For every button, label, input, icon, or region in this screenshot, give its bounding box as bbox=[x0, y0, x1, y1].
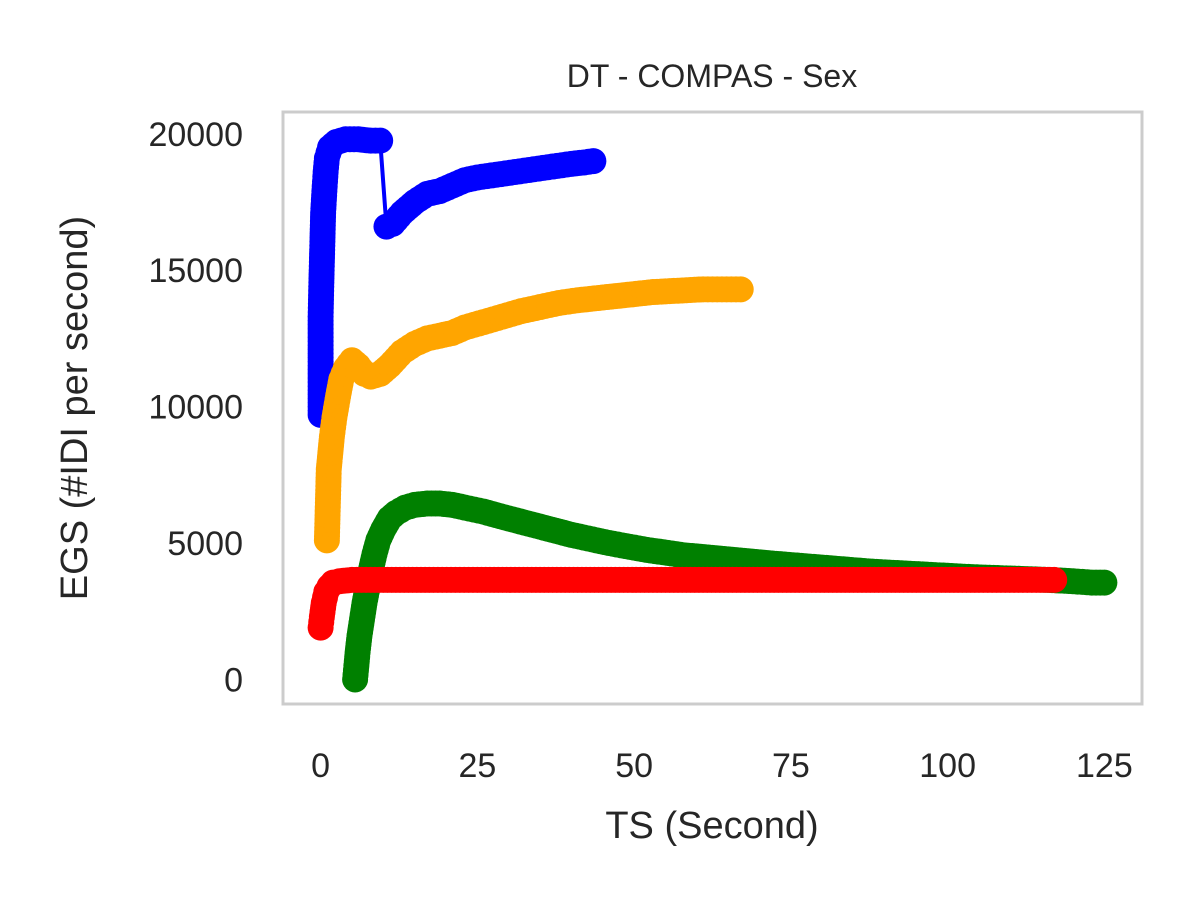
data-point bbox=[727, 276, 754, 303]
series-1 bbox=[313, 276, 754, 554]
y-tick-label: 15000 bbox=[148, 252, 243, 290]
y-tick-label: 10000 bbox=[148, 389, 243, 427]
x-tick-labels: 0 25 50 75 100 125 bbox=[311, 747, 1133, 785]
x-tick-label: 0 bbox=[311, 747, 330, 785]
data-point bbox=[367, 127, 394, 154]
x-tick-label: 50 bbox=[615, 747, 653, 785]
data-point bbox=[580, 148, 607, 175]
x-tick-label: 100 bbox=[919, 747, 976, 785]
x-tick-label: 125 bbox=[1076, 747, 1133, 785]
x-tick-label: 75 bbox=[772, 747, 810, 785]
y-tick-label: 0 bbox=[224, 661, 243, 699]
series-0 bbox=[307, 126, 607, 428]
plot-area-frame bbox=[281, 110, 1144, 706]
x-axis-label: TS (Second) bbox=[605, 805, 818, 847]
y-tick-label: 5000 bbox=[167, 525, 243, 563]
data-point bbox=[1091, 569, 1118, 596]
data-point bbox=[1041, 566, 1068, 593]
y-tick-labels: 0 5000 10000 15000 20000 bbox=[148, 116, 243, 700]
y-tick-label: 20000 bbox=[148, 116, 243, 154]
x-tick-label: 25 bbox=[458, 747, 496, 785]
chart-title: DT - COMPAS - Sex bbox=[567, 58, 857, 94]
series-3 bbox=[307, 566, 1068, 641]
y-axis-label: EGS (#IDI per second) bbox=[54, 216, 96, 600]
series-layer bbox=[307, 126, 1118, 693]
